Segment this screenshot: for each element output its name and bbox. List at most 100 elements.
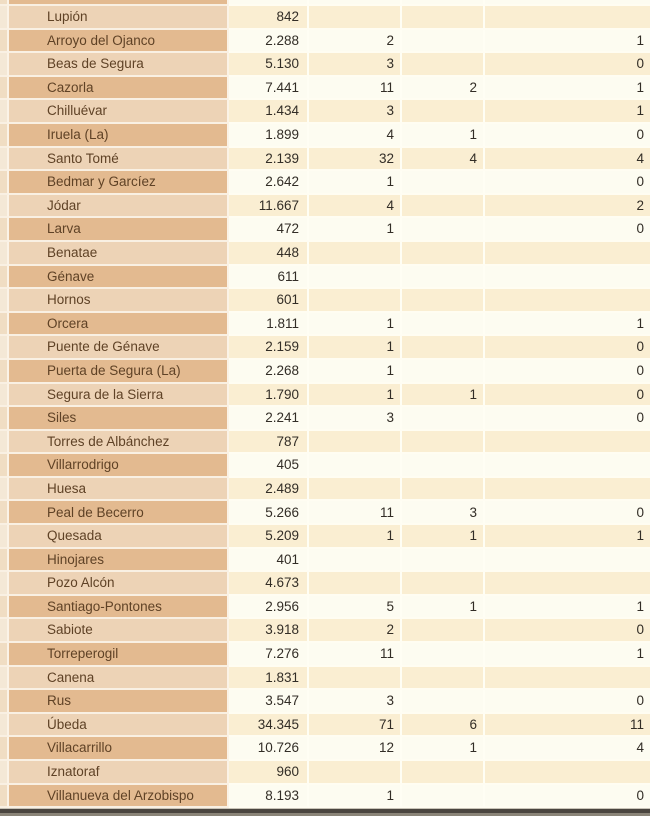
municipality-name-cell: Santo Tomé	[9, 147, 229, 172]
value-a-cell	[309, 289, 402, 313]
value-a-cell: 12	[309, 737, 402, 761]
value-c-cell	[485, 477, 650, 502]
table-row: Chilluévar 1.434 3 1	[0, 100, 650, 124]
population-cell: 787	[229, 430, 309, 455]
value-b-cell	[402, 784, 485, 809]
value-a-cell: 1	[309, 383, 402, 408]
edge-cell	[0, 383, 9, 408]
edge-cell	[0, 477, 9, 502]
municipality-name-cell: Úbeda	[9, 713, 229, 738]
table-bottom-border	[0, 808, 650, 816]
population-cell: 2.241	[229, 407, 309, 431]
value-c-cell: 0	[485, 407, 650, 431]
value-b-cell	[402, 265, 485, 290]
municipality-name-cell: Puente de Génave	[9, 336, 229, 360]
population-cell: 34.345	[229, 713, 309, 738]
value-c-cell	[485, 6, 650, 30]
edge-cell	[0, 312, 9, 337]
municipality-name-cell: Villacarrillo	[9, 737, 229, 761]
table-body: Lupión 842 Arroyo del Ojanco 2.288 2 1 Beas de…	[0, 6, 650, 809]
population-cell: 2.956	[229, 595, 309, 620]
population-cell: 2.159	[229, 336, 309, 360]
edge-cell	[0, 218, 9, 242]
value-c-cell: 2	[485, 194, 650, 219]
edge-cell	[0, 737, 9, 761]
table-row: Puerta de Segura (La) 2.268 1 0	[0, 359, 650, 384]
population-cell: 1.434	[229, 100, 309, 124]
edge-cell	[0, 690, 9, 714]
municipality-name-cell: Hinojares	[9, 548, 229, 573]
value-b-cell	[402, 194, 485, 219]
municipality-name-cell: Bedmar y Garcíez	[9, 171, 229, 195]
edge-cell	[0, 359, 9, 384]
value-b-cell	[402, 548, 485, 573]
value-a-cell: 1	[309, 171, 402, 195]
table-row: Cazorla 7.441 11 2 1	[0, 76, 650, 101]
value-c-cell: 11	[485, 713, 650, 738]
edge-cell	[0, 29, 9, 54]
value-c-cell	[485, 761, 650, 785]
value-c-cell	[485, 430, 650, 455]
value-b-cell: 3	[402, 501, 485, 526]
table-row: Quesada 5.209 1 1 1	[0, 525, 650, 549]
municipality-name-cell: Santiago-Pontones	[9, 595, 229, 620]
population-cell: 2.288	[229, 29, 309, 54]
population-cell: 3.918	[229, 619, 309, 644]
value-b-cell: 6	[402, 713, 485, 738]
value-b-cell	[402, 643, 485, 667]
value-a-cell	[309, 265, 402, 290]
municipality-name-cell: Chilluévar	[9, 100, 229, 124]
table-row: Génave 611	[0, 265, 650, 290]
table-row: Úbeda 34.345 71 6 11	[0, 713, 650, 738]
table-row: Iruela (La) 1.899 4 1 0	[0, 123, 650, 148]
value-c-cell: 0	[485, 784, 650, 809]
value-c-cell: 4	[485, 147, 650, 172]
table-row: Santo Tomé 2.139 32 4 4	[0, 147, 650, 172]
value-a-cell: 2	[309, 619, 402, 644]
population-cell: 7.441	[229, 76, 309, 101]
edge-cell	[0, 525, 9, 549]
population-cell: 1.899	[229, 123, 309, 148]
table-row: Villarrodrigo 405	[0, 454, 650, 478]
municipality-name-cell: Canena	[9, 666, 229, 691]
value-a-cell	[309, 0, 402, 6]
value-b-cell	[402, 0, 485, 6]
edge-cell	[0, 595, 9, 620]
municipality-name-cell: Sabiote	[9, 619, 229, 644]
population-cell	[229, 0, 309, 6]
population-cell: 5.209	[229, 525, 309, 549]
edge-cell	[0, 100, 9, 124]
municipality-name-cell: Villarrodrigo	[9, 454, 229, 478]
municipality-name-cell: Villanueva del Arzobispo	[9, 784, 229, 809]
value-c-cell: 0	[485, 383, 650, 408]
value-b-cell	[402, 477, 485, 502]
table-row: Hornos 601	[0, 289, 650, 313]
municipality-name-cell: Iruela (La)	[9, 123, 229, 148]
table-row-partial	[0, 0, 650, 6]
municipality-name-cell: Torreperogil	[9, 643, 229, 667]
edge-cell	[0, 76, 9, 101]
value-a-cell	[309, 430, 402, 455]
edge-cell	[0, 643, 9, 667]
table-row: Lupión 842	[0, 6, 650, 30]
table-row: Torreperogil 7.276 11 1	[0, 643, 650, 667]
population-cell: 1.811	[229, 312, 309, 337]
table-row: Puente de Génave 2.159 1 0	[0, 336, 650, 360]
population-cell: 2.489	[229, 477, 309, 502]
municipality-name-cell: Segura de la Sierra	[9, 383, 229, 408]
population-cell: 472	[229, 218, 309, 242]
population-cell: 405	[229, 454, 309, 478]
municipality-name-cell: Jódar	[9, 194, 229, 219]
table-row: Villacarrillo 10.726 12 1 4	[0, 737, 650, 761]
table-row: Sabiote 3.918 2 0	[0, 619, 650, 644]
value-b-cell	[402, 100, 485, 124]
table-row: Hinojares 401	[0, 548, 650, 573]
edge-cell	[0, 666, 9, 691]
value-c-cell	[485, 454, 650, 478]
value-a-cell	[309, 6, 402, 30]
edge-cell	[0, 761, 9, 785]
value-a-cell	[309, 477, 402, 502]
value-c-cell: 0	[485, 171, 650, 195]
population-cell: 8.193	[229, 784, 309, 809]
